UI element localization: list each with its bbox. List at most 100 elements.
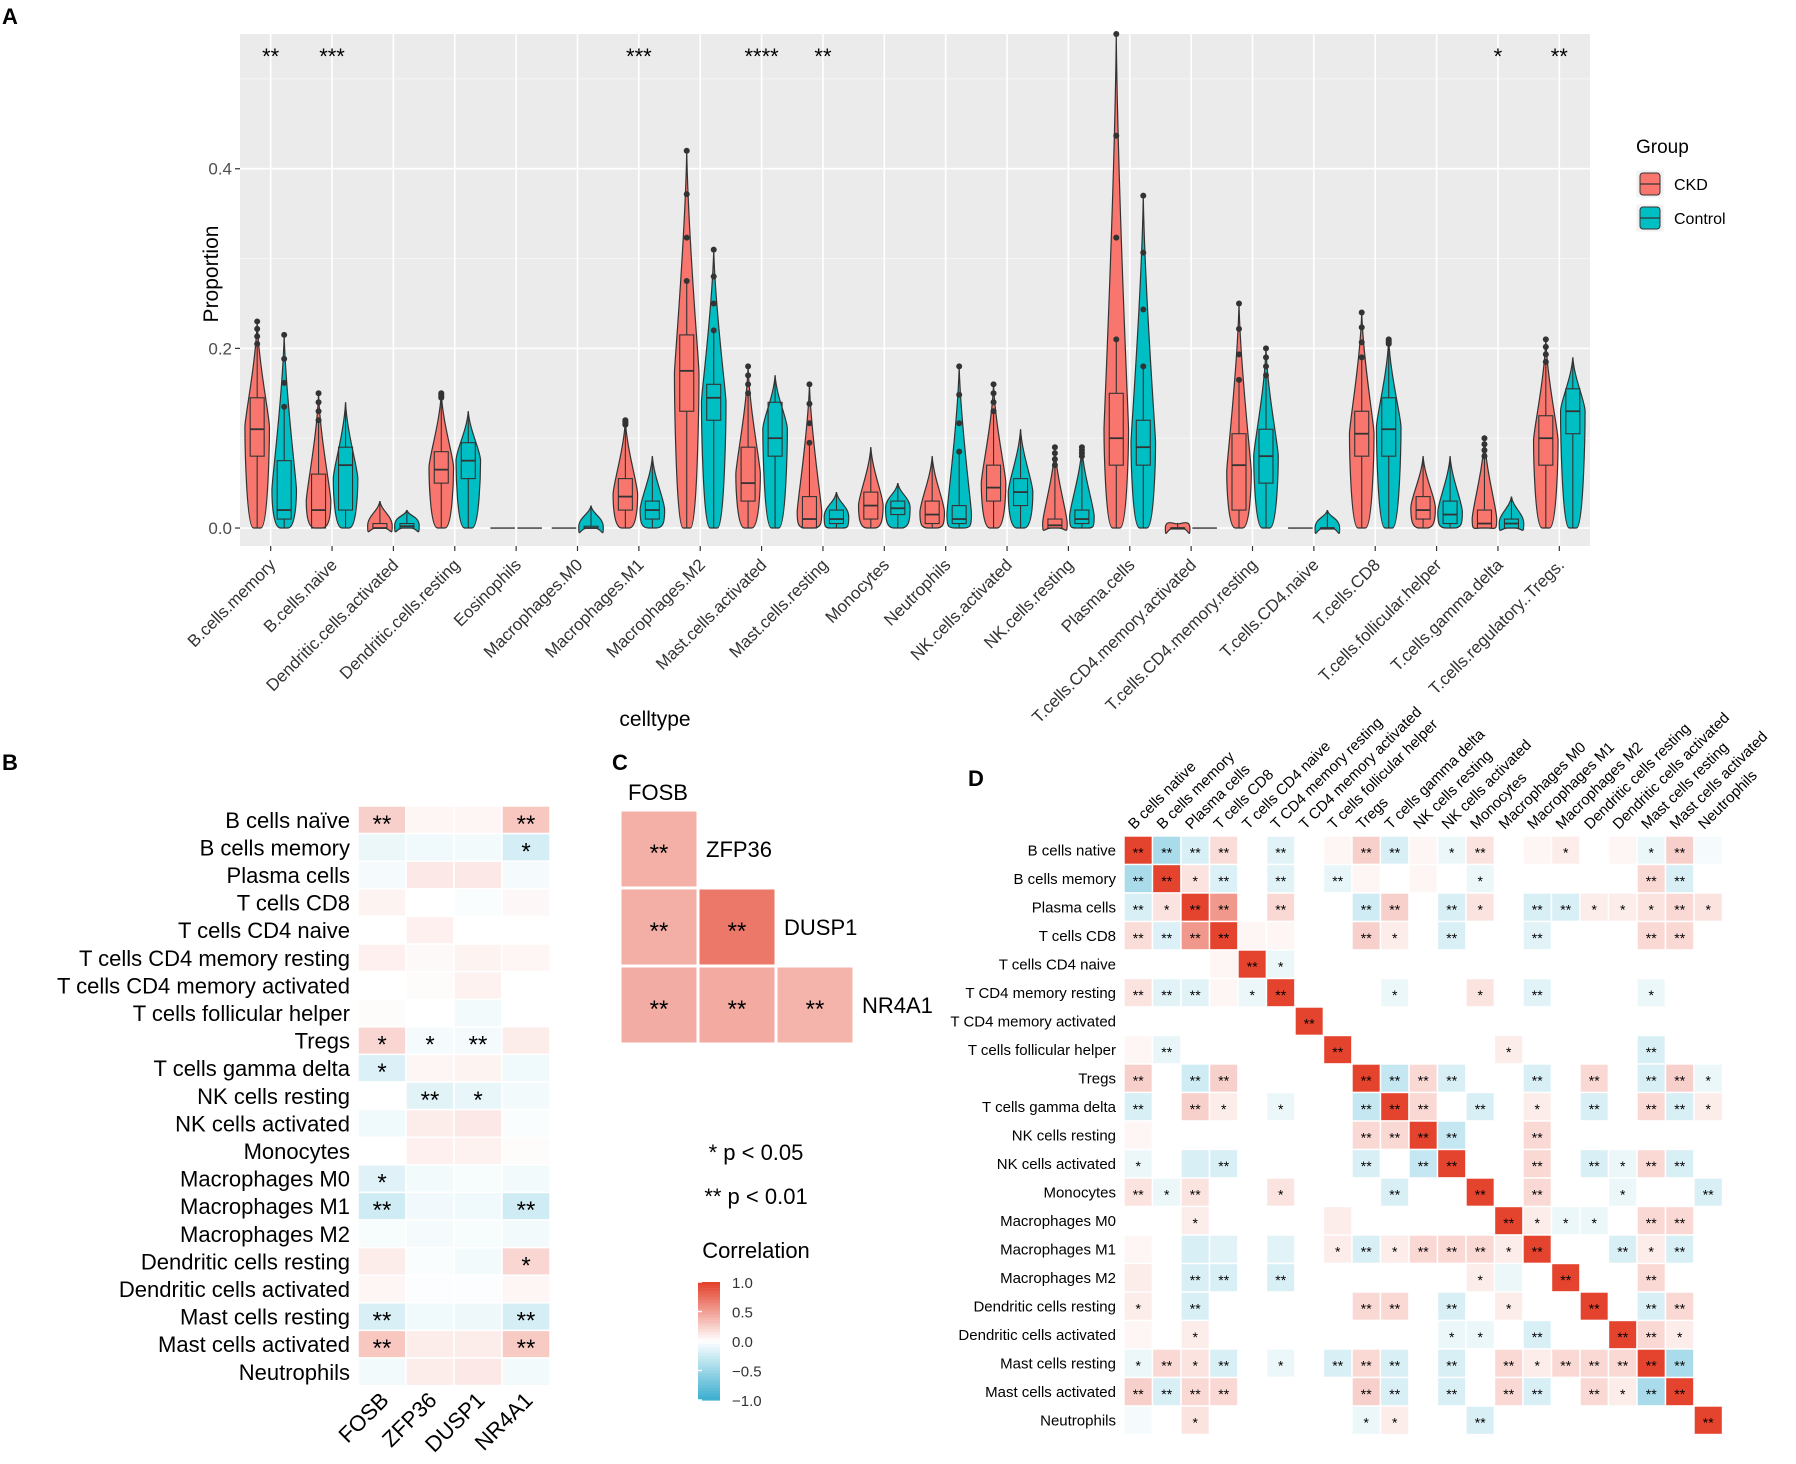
matrix-cell [1294, 1120, 1325, 1151]
significance-label: * [1278, 1357, 1284, 1373]
matrix-cell [1294, 920, 1325, 951]
matrix-cell [1493, 1091, 1524, 1122]
matrix-cell [1693, 1148, 1724, 1179]
matrix-cell [1550, 977, 1581, 1008]
matrix-cell [1294, 1319, 1325, 1350]
significance-label: ** [1617, 1243, 1628, 1259]
significance-label: * [1620, 901, 1626, 917]
row-label: Mast cells resting [1000, 1355, 1116, 1372]
matrix-cell [1208, 1091, 1239, 1122]
matrix-cell [1436, 1063, 1467, 1094]
colorbar-segment [698, 1352, 720, 1357]
outlier-point [1236, 325, 1242, 332]
row-label: T cells CD8 [237, 891, 350, 916]
matrix-cell [1123, 1319, 1154, 1350]
colorbar-segment [698, 1305, 720, 1310]
colorbar-tick-label: 0.0 [732, 1334, 753, 1351]
outlier-point [1358, 309, 1365, 316]
heatmap-cell [357, 1191, 407, 1221]
variable-label: NR4A1 [862, 993, 933, 1018]
significance-label: ** [1275, 844, 1286, 860]
matrix-cell [1493, 920, 1524, 951]
heatmap-cell [453, 1302, 503, 1332]
significance-label: * [1193, 1357, 1199, 1373]
matrix-cell [1151, 1234, 1182, 1265]
outlier-point [1140, 306, 1147, 313]
significance-label: * [1221, 1101, 1227, 1117]
matrix-cell [1436, 1148, 1467, 1179]
outlier-point [745, 372, 752, 379]
matrix-cell [1237, 892, 1268, 923]
significance-label: ** [1361, 1243, 1372, 1259]
outlier-point [683, 278, 690, 285]
outlier-point [315, 417, 322, 424]
significance-label: ** [1389, 1186, 1400, 1202]
significance-label: ** [1646, 873, 1657, 889]
matrix-cell [1151, 1348, 1182, 1379]
significance-label: * [473, 1087, 482, 1114]
outlier-point [254, 318, 261, 325]
heatmap-cell [453, 805, 503, 835]
matrix-cell [1123, 1006, 1154, 1037]
box [679, 334, 695, 412]
box [951, 505, 967, 525]
matrix-cell [1550, 1177, 1581, 1208]
significance-label: ** [1446, 1386, 1457, 1402]
heatmap-cell [501, 1302, 551, 1332]
significance-label: ** [1532, 1186, 1543, 1202]
matrix-cell [1180, 835, 1211, 866]
significance-label: * [1164, 901, 1170, 917]
significance-label: ** [1389, 901, 1400, 917]
matrix-cell [1493, 949, 1524, 980]
matrix-cell [1465, 1148, 1496, 1179]
heatmap-cell [453, 860, 503, 890]
matrix-cell [1493, 1177, 1524, 1208]
matrix-cell [1607, 863, 1638, 894]
matrix-cell [1265, 1034, 1296, 1065]
matrix-cell [1465, 949, 1496, 980]
significance-label: * [1592, 901, 1598, 917]
matrix-cell [1265, 920, 1296, 951]
colorbar-segment [698, 1320, 720, 1324]
significance-label: ** [421, 1087, 440, 1114]
matrix-cell [1493, 977, 1524, 1008]
significance-label: * [1136, 1300, 1142, 1316]
box [1231, 433, 1247, 511]
row-label: NK cells activated [175, 1111, 350, 1136]
colorbar-segment [698, 1385, 720, 1389]
x-axis-title: celltype [619, 708, 690, 731]
row-label: Tregs [295, 1029, 350, 1054]
matrix-cell [1550, 1234, 1581, 1265]
significance-label: * [1649, 844, 1655, 860]
colorbar-tick-label: −1.0 [732, 1393, 762, 1410]
significance-label: ** [1532, 1329, 1543, 1345]
significance-label: * [1193, 1414, 1199, 1430]
outlier-point [281, 403, 288, 410]
significance-label: ** [1674, 1300, 1685, 1316]
significance-label: ** [1560, 1357, 1571, 1373]
matrix-cell [1579, 863, 1610, 894]
matrix-cell [1607, 1291, 1638, 1322]
heatmap-cell [501, 998, 551, 1028]
matrix-cell [1237, 1262, 1268, 1293]
matrix-cell [1151, 1120, 1182, 1151]
significance-label: ** [1646, 1272, 1657, 1288]
matrix-cell [1465, 1376, 1496, 1407]
legend-title: Group [1636, 137, 1689, 158]
colorbar-segment [698, 1302, 720, 1307]
outlier-point [281, 355, 288, 362]
heatmap-cell [405, 1219, 455, 1249]
outlier-point [956, 391, 963, 398]
matrix-cell [1208, 1120, 1239, 1151]
matrix-cell [1123, 1291, 1154, 1322]
box [767, 401, 783, 457]
matrix-cell [1322, 1148, 1353, 1179]
significance-label: ** [1646, 1300, 1657, 1316]
matrix-cell [1265, 949, 1296, 980]
matrix-cell [1322, 1205, 1353, 1236]
matrix-cell [1465, 1234, 1496, 1265]
matrix-cell [1693, 949, 1724, 980]
significance-label: ** [1190, 1186, 1201, 1202]
matrix-cell [1294, 835, 1325, 866]
